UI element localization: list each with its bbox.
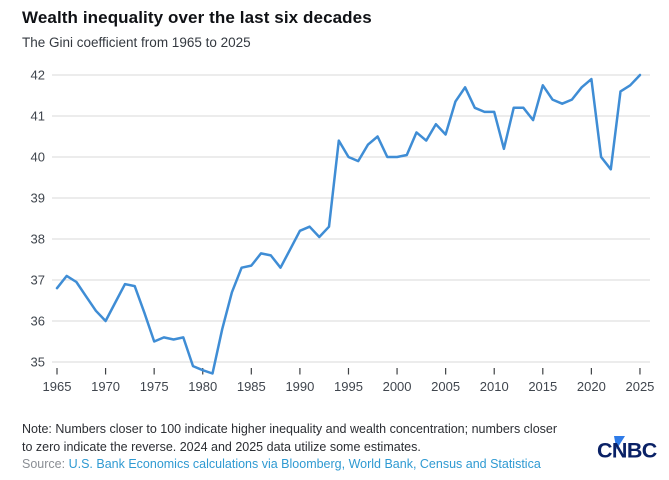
- y-tick-label: 35: [31, 355, 45, 370]
- chart-title: Wealth inequality over the last six deca…: [22, 8, 372, 27]
- y-tick-label: 36: [31, 314, 45, 329]
- chart-subtitle: The Gini coefficient from 1965 to 2025: [22, 35, 251, 50]
- y-tick-label: 39: [31, 191, 45, 206]
- x-tick-label: 2000: [383, 379, 412, 394]
- x-tick-label: 2015: [528, 379, 557, 394]
- note-line-2: to zero indicate the reverse. 2024 and 2…: [22, 440, 421, 454]
- x-tick-label: 2010: [480, 379, 509, 394]
- cnbc-logo: CNBC: [597, 436, 657, 463]
- x-tick-label: 1995: [334, 379, 363, 394]
- x-tick-label: 2005: [431, 379, 460, 394]
- x-tick-label: 1970: [91, 379, 120, 394]
- x-tick-label: 1985: [237, 379, 266, 394]
- note-text: Note: Numbers closer to 100 indicate hig…: [22, 420, 622, 456]
- x-tick-label: 1965: [43, 379, 72, 394]
- y-tick-label: 37: [31, 273, 45, 288]
- gini-series-line: [55, 73, 642, 375]
- y-tick-label: 38: [31, 232, 45, 247]
- gini-line-chart: 35 36 37 38 39 40 41 42 1965 1970 1975 1980 1985 1990…: [31, 68, 655, 395]
- y-tick-label: 40: [31, 150, 45, 165]
- y-tick-label: 41: [31, 109, 45, 124]
- cnbc-feather-icon: [614, 436, 625, 450]
- x-tick-label: 2020: [577, 379, 606, 394]
- x-tick-label: 1980: [188, 379, 217, 394]
- source-line: Source: U.S. Bank Economics calculations…: [22, 457, 541, 471]
- source-label: Source:: [22, 457, 66, 471]
- x-tick-label: 1990: [285, 379, 314, 394]
- cnbc-logo-text: CNBC: [597, 439, 657, 463]
- y-tick-label: 42: [31, 68, 45, 83]
- note-line-1: Note: Numbers closer to 100 indicate hig…: [22, 422, 558, 436]
- source-link[interactable]: U.S. Bank Economics calculations via Blo…: [68, 457, 541, 471]
- x-tick-label: 1975: [140, 379, 169, 394]
- x-tick-label: 2025: [625, 379, 654, 394]
